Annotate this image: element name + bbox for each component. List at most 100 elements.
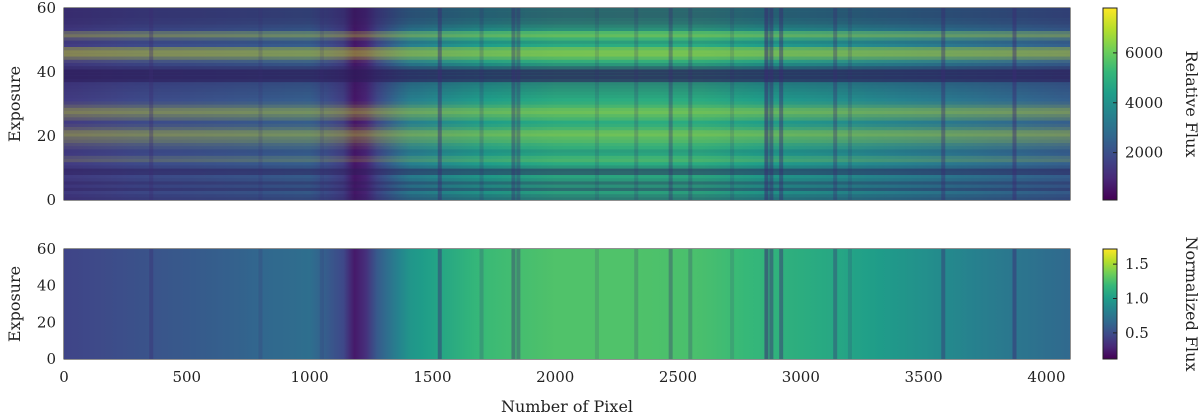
exposure-row-shade <box>64 78 1070 83</box>
exposure-row-boost <box>64 126 1070 131</box>
y-tick-label: 0 <box>46 350 56 368</box>
exposure-row-boost <box>64 136 1070 140</box>
exposure-row <box>64 84 1070 89</box>
x-tick-label: 1000 <box>291 368 329 386</box>
absorption-line <box>688 8 693 200</box>
exposure-row <box>64 129 1070 134</box>
exposure-row-boost <box>64 36 1070 41</box>
exposure-row <box>64 20 1070 25</box>
exposure-row <box>64 104 1070 108</box>
y-tick-label: 0 <box>46 191 56 209</box>
exposure-row <box>64 56 1070 60</box>
absorption-line <box>634 249 639 359</box>
absorption-line <box>941 8 946 200</box>
exposure-row <box>64 164 1070 169</box>
top-colorbar <box>1102 7 1118 201</box>
exposure-row <box>64 180 1070 185</box>
exposure-row-shade <box>64 75 1070 79</box>
exposure-row-shade <box>64 24 1070 28</box>
exposure-row <box>64 62 1070 67</box>
absorption-line <box>730 8 735 200</box>
exposure-row-boost <box>64 104 1070 108</box>
exposure-row-shade <box>64 88 1070 92</box>
absorption-line <box>634 8 639 200</box>
exposure-row-shade <box>64 65 1070 70</box>
absorption-line <box>688 249 693 359</box>
absorption-line <box>769 8 774 200</box>
exposure-row-boost <box>64 52 1070 57</box>
colorbar-tick-label: 1.5 <box>1125 255 1149 273</box>
exposure-row-shade <box>64 94 1070 99</box>
exposure-row <box>64 145 1070 150</box>
exposure-row-shade <box>64 168 1070 172</box>
exposure-row-boost <box>64 129 1070 134</box>
x-tick-label: 2500 <box>659 368 697 386</box>
absorption-line <box>779 8 784 200</box>
exposure-row-boost <box>64 33 1070 38</box>
absorption-line <box>511 249 516 359</box>
absorption-line <box>847 249 852 359</box>
exposure-row <box>64 97 1070 102</box>
absorption-line <box>1012 8 1017 200</box>
exposure-row-shade <box>64 11 1070 15</box>
y-tick-label: 40 <box>37 63 56 81</box>
absorption-line <box>319 8 324 200</box>
exposure-row-shade <box>64 148 1070 153</box>
exposure-row-shade <box>64 184 1070 188</box>
exposure-row-boost <box>64 145 1070 150</box>
exposure-row <box>64 177 1070 182</box>
bottom-continuum <box>64 249 1070 359</box>
exposure-row <box>64 65 1070 70</box>
absorption-line <box>941 249 946 359</box>
absorption-line <box>437 8 442 200</box>
exposure-row-shade <box>64 20 1070 25</box>
exposure-row-shade <box>64 40 1070 44</box>
absorption-line <box>149 8 154 200</box>
exposure-row-shade <box>64 27 1070 31</box>
x-axis-label: Number of Pixel <box>501 397 633 416</box>
colorbar-tick-label: 4000 <box>1125 94 1163 112</box>
exposure-row-shade <box>64 164 1070 169</box>
absorption-line <box>833 8 838 200</box>
exposure-row <box>64 59 1070 63</box>
exposure-row-boost <box>64 139 1070 143</box>
exposure-row <box>64 17 1070 22</box>
top-colorbar-label: Relative Flux <box>1182 51 1200 158</box>
exposure-row <box>64 43 1070 47</box>
exposure-row <box>64 126 1070 131</box>
absorption-line <box>149 249 154 359</box>
exposure-row-boost <box>64 155 1070 159</box>
y-tick-label: 20 <box>37 127 56 145</box>
exposure-row-shade <box>64 187 1070 191</box>
exposure-row <box>64 155 1070 159</box>
exposure-row <box>64 120 1070 124</box>
absorption-line <box>258 249 263 359</box>
exposure-row <box>64 49 1070 54</box>
exposure-row-shade <box>64 196 1070 200</box>
exposure-row-boost <box>64 116 1070 121</box>
exposure-row <box>64 132 1070 137</box>
exposure-row-boost <box>64 30 1070 35</box>
exposure-row-shade <box>64 84 1070 89</box>
x-tick-label: 0 <box>59 368 69 386</box>
x-tick-label: 4000 <box>1027 368 1065 386</box>
exposure-row <box>64 91 1070 95</box>
y-tick-label: 40 <box>37 277 56 295</box>
exposure-row <box>64 40 1070 44</box>
exposure-row <box>64 184 1070 188</box>
exposure-row-boost <box>64 46 1070 51</box>
absorption-line <box>779 249 784 359</box>
exposure-row-shade <box>64 62 1070 67</box>
exposure-row-shade <box>64 190 1070 195</box>
x-tick-label: 3000 <box>782 368 820 386</box>
exposure-row <box>64 36 1070 41</box>
exposure-row <box>64 94 1070 99</box>
exposure-row-boost <box>64 123 1070 127</box>
exposure-row <box>64 139 1070 143</box>
exposure-row-shade <box>64 17 1070 22</box>
bottom-colorbar-label: Normalized Flux <box>1182 237 1200 372</box>
exposure-row-shade <box>64 91 1070 95</box>
exposure-row-shade <box>64 174 1070 179</box>
exposure-row <box>64 100 1070 105</box>
